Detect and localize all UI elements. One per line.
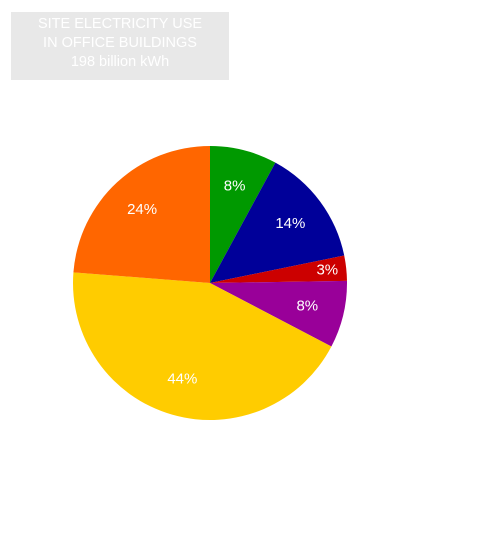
pie-slice-3 <box>210 280 347 347</box>
pie-slice-label-4: 44% <box>167 371 197 388</box>
pie-slice-2 <box>210 255 347 283</box>
chart-subtitle: 198 billion kWh <box>70 54 170 70</box>
chart-title-line-1: SITE ELECTRICITY USE <box>37 16 203 32</box>
pie-slice-4 <box>72 272 332 420</box>
chart-title-box: SITE ELECTRICITY USE IN OFFICE BUILDINGS… <box>11 12 229 80</box>
pie-slice-label-5: 24% <box>127 201 157 218</box>
pie-slice-label-2: 3% <box>316 262 338 279</box>
pie-slice-label-1: 14% <box>275 215 305 232</box>
pie-slice-0 <box>210 146 276 283</box>
pie-slice-5 <box>73 146 211 283</box>
pie-slice-label-0: 8% <box>224 178 246 195</box>
chart-title-line-2: IN OFFICE BUILDINGS <box>43 35 197 51</box>
pie-slice-label-3: 8% <box>296 298 318 315</box>
pie-slice-1 <box>210 162 345 283</box>
